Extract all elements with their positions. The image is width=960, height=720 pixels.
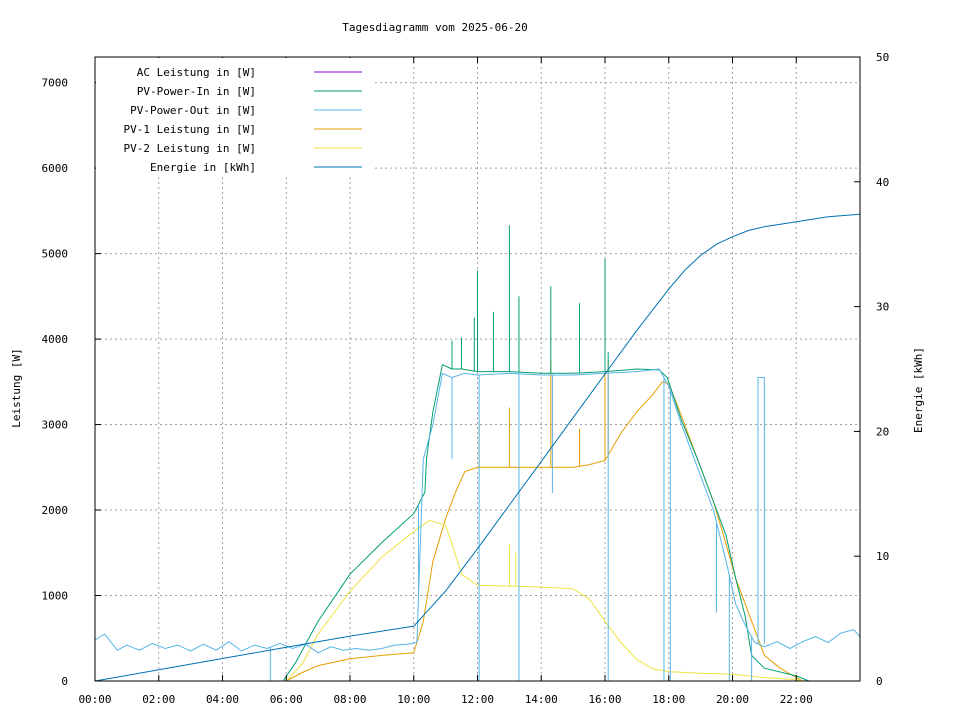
x-tick-label: 18:00: [652, 693, 685, 706]
y-tick-label: 1000: [42, 590, 69, 603]
y2-tick-label: 10: [876, 550, 889, 563]
y-tick-label: 6000: [42, 162, 69, 175]
x-tick-label: 14:00: [525, 693, 558, 706]
chart-title: Tagesdiagramm vom 2025-06-20: [342, 21, 527, 34]
y-tick-label: 4000: [42, 333, 69, 346]
series-pulse-pv-power-out-in-w: [757, 377, 765, 644]
legend-label: Energie in [kWh]: [150, 161, 256, 174]
x-tick-label: 16:00: [588, 693, 621, 706]
series-line-energie-in-kwh: [94, 213, 861, 682]
y-axis-right: 0 10 20 30 40 50: [854, 51, 889, 688]
x-tick-label: 04:00: [206, 693, 239, 706]
y-tick-label: 7000: [42, 77, 69, 90]
legend-label: PV-2 Leistung in [W]: [124, 142, 256, 155]
y-axis-label: Leistung [W]: [10, 348, 23, 427]
series-line-pv-power-out-in-w: [94, 368, 861, 654]
y-tick-label: 3000: [42, 419, 69, 432]
x-axis: 00:00 02:00 04:00 06:00 08:00 10:00 12:00 14:00…: [78, 57, 813, 706]
x-tick-label: 02:00: [142, 693, 175, 706]
legend: AC Leistung in [W] PV-Power-In in [W] PV-P…: [96, 58, 373, 176]
y-tick-label: 5000: [42, 248, 69, 261]
y2-tick-label: 20: [876, 425, 889, 438]
x-tick-label: 22:00: [780, 693, 813, 706]
y2-tick-label: 50: [876, 51, 889, 64]
series-line-pv-1-leistung-in-w: [95, 381, 803, 682]
x-tick-label: 20:00: [716, 693, 749, 706]
legend-label: PV-1 Leistung in [W]: [124, 123, 256, 136]
grid-lines: [95, 57, 860, 681]
x-tick-label: 00:00: [78, 693, 111, 706]
x-tick-label: 06:00: [270, 693, 303, 706]
legend-label: PV-Power-Out in [W]: [130, 104, 256, 117]
series-line-pv-power-in-in-w: [95, 363, 810, 682]
legend-background: [96, 58, 373, 176]
y-tick-label: 2000: [42, 504, 69, 517]
x-tick-label: 10:00: [397, 693, 430, 706]
legend-label: AC Leistung in [W]: [137, 66, 256, 79]
y-tick-label: 0: [61, 675, 68, 688]
series-layer: [94, 213, 861, 682]
x-tick-label: 12:00: [461, 693, 494, 706]
x-tick-label: 08:00: [333, 693, 366, 706]
y2-axis-label: Energie [kWh]: [912, 347, 925, 433]
y2-tick-label: 30: [876, 301, 889, 314]
y2-tick-label: 40: [876, 176, 889, 189]
y-axis-left: 0 1000 2000 3000 4000 5000 6000 7000: [42, 77, 101, 688]
y2-tick-label: 0: [876, 675, 883, 688]
series-line-pv-2-leistung-in-w: [95, 519, 806, 682]
legend-label: PV-Power-In in [W]: [137, 85, 256, 98]
